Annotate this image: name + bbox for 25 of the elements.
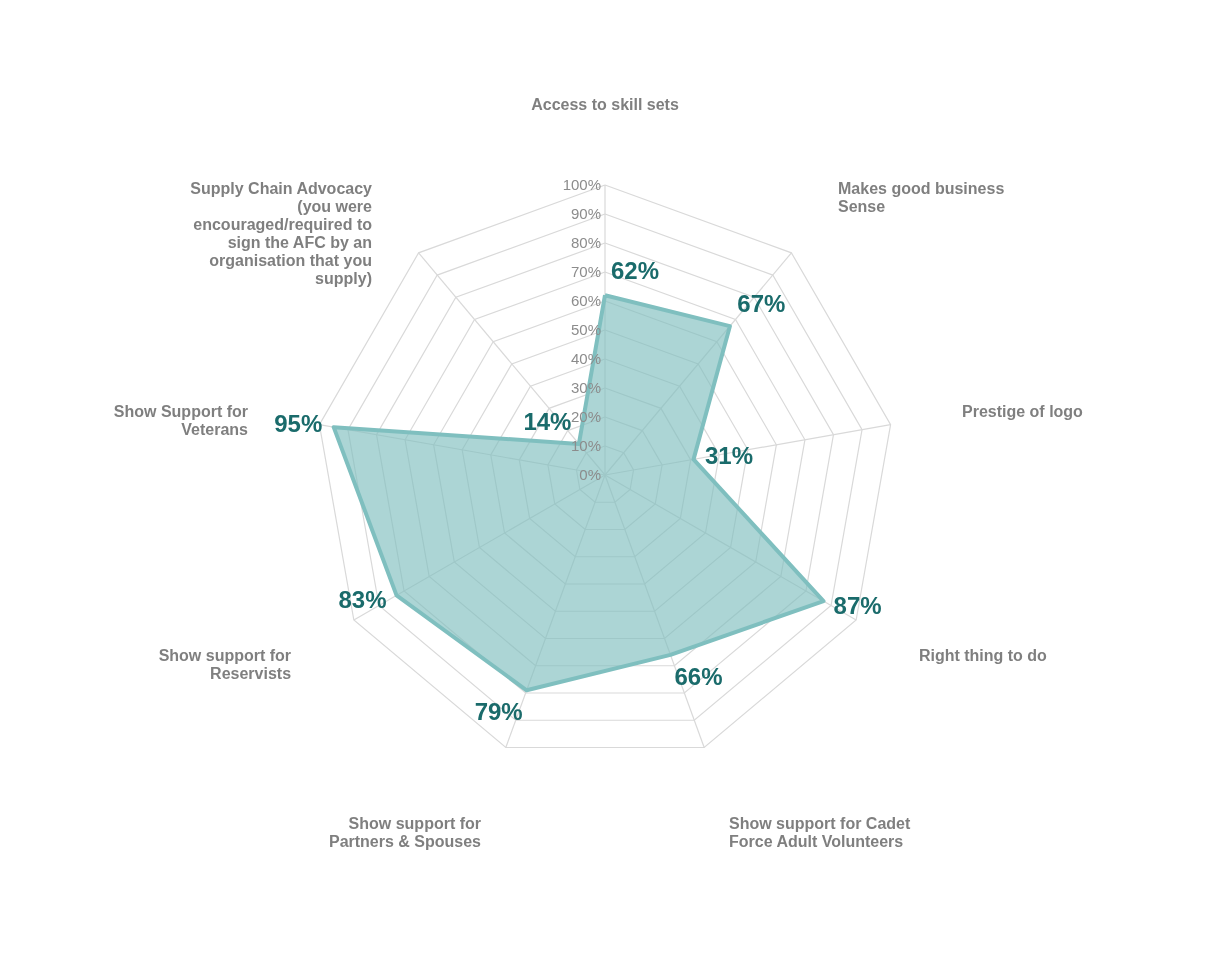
y-tick-label: 0% — [579, 466, 601, 483]
spoke-label: Show support for Cadet Force Adult Volunteers — [728, 814, 911, 850]
y-tick-label: 90% — [570, 205, 601, 222]
data-label: 14% — [523, 408, 572, 436]
data-label: 79% — [474, 698, 523, 726]
data-label: 67% — [737, 290, 786, 318]
spoke-label: Access to skill sets — [531, 95, 679, 113]
y-tick-label: 60% — [570, 292, 601, 309]
spoke-label: Show support for Reservists — [158, 647, 292, 683]
data-label: 31% — [704, 442, 753, 470]
y-tick-label: 70% — [570, 263, 601, 280]
y-tick-label: 10% — [570, 437, 601, 454]
y-tick-label: 100% — [562, 176, 601, 193]
spoke-label: Show support for Partners & Spouses — [328, 814, 482, 850]
data-label: 83% — [338, 586, 387, 614]
y-tick-label: 80% — [570, 234, 601, 251]
spoke-label: Prestige of logo — [961, 403, 1084, 421]
spoke-label: Right thing to do — [918, 647, 1048, 665]
spoke-label: Show Support for Veterans — [113, 403, 249, 439]
spoke-label: Supply Chain Advocacy (you were encouraged/required to sign the AFC by an organisation that you supply) — [190, 180, 373, 288]
spoke-label: Makes good business Sense — [838, 180, 1005, 216]
data-label: 66% — [674, 662, 723, 690]
data-label: 95% — [274, 410, 323, 438]
data-label: 62% — [611, 256, 660, 284]
data-label: 87% — [833, 591, 882, 619]
